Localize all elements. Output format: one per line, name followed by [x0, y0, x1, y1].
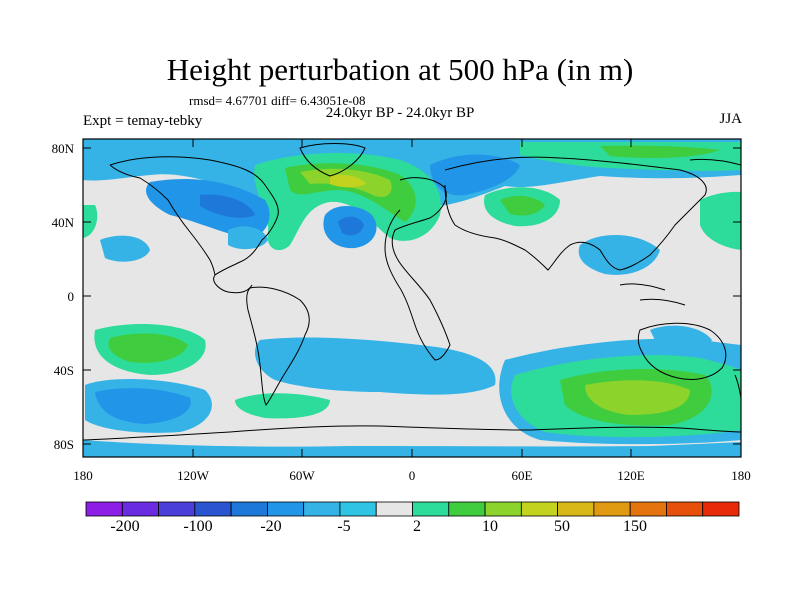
colorbar-box [593, 501, 631, 517]
colorbar-box [702, 501, 740, 517]
colorbar-box [520, 501, 559, 517]
contour-fills [83, 139, 741, 457]
map-title: Height perturbation at 500 hPa (in m) [166, 52, 634, 87]
colorbar-box [266, 501, 305, 517]
coast-siberia-east [689, 159, 741, 166]
colorbar-box [85, 501, 123, 517]
contour-pacific-cyan-2 [228, 226, 268, 250]
colorbar-label: -200 [110, 518, 140, 535]
season-label: JJA [719, 111, 742, 127]
colorbar-box [484, 501, 522, 517]
lon-label: 180 [73, 468, 93, 483]
stats-text: rmsd= 4.67701 diff= 6.43051e-08 [189, 93, 366, 108]
colorbar-box [448, 501, 486, 517]
colorbar-label: -5 [337, 518, 351, 535]
coast-greenland [299, 143, 366, 177]
axis-ticks [82, 139, 742, 457]
lat-label: 80S [53, 437, 74, 452]
colorbar-box [121, 501, 159, 517]
contour-south-atlantic-green [235, 393, 330, 419]
lat-label: 40N [51, 215, 74, 230]
contour-asia-lightgreen [500, 195, 545, 216]
lon-label: 120W [177, 468, 209, 483]
contour-south-indian-yellowgreen [585, 380, 690, 415]
contour-na-low-core [200, 194, 255, 218]
colorbar-box [412, 501, 450, 517]
colorbar-box [629, 501, 667, 517]
colorbar-box [339, 501, 377, 517]
contour-south-pacific-lightgreen [108, 333, 188, 363]
contour-pacific-east-green [700, 191, 741, 250]
coast-eurasia [444, 156, 707, 271]
colorbar-label: 2 [413, 518, 421, 535]
contour-north-east-lightgreen [600, 145, 720, 158]
lon-label: 0 [408, 468, 416, 483]
coast-north-america [109, 156, 279, 294]
colorbar [85, 501, 740, 517]
colorbar-label: 150 [623, 518, 647, 535]
contour-australia-cyan [650, 325, 712, 353]
lat-label: 80N [51, 141, 74, 156]
contour-antarctic-cyan [83, 440, 741, 457]
colorbar-label: -100 [183, 518, 213, 535]
contour-pacific-cyan [100, 235, 150, 262]
colorbar-box [230, 501, 268, 517]
colorbar-label: 50 [554, 518, 570, 535]
colorbar-box [666, 501, 704, 517]
colorbar-box [158, 501, 196, 517]
coastlines [83, 143, 741, 441]
colorbar-box [303, 501, 341, 517]
colorbar-label: 10 [482, 518, 498, 535]
lat-label: 40S [53, 363, 74, 378]
colorbar-box [194, 501, 232, 517]
coast-indonesia [619, 283, 686, 306]
contour-south-pacific-low-core [95, 388, 191, 424]
colorbar-box [375, 501, 413, 517]
colorbar-label: -20 [260, 518, 282, 535]
contour-eurasia-blue [430, 154, 520, 196]
contour-south-atlantic-cyan [255, 337, 496, 395]
period-text: 24.0kyr BP - 24.0kyr BP [325, 105, 475, 121]
contour-atlantic-core [330, 174, 366, 188]
experiment-label: Expt = temay-tebky [83, 113, 203, 129]
lon-label: 180 [731, 468, 751, 483]
lon-label: 60W [289, 468, 315, 483]
lon-label: 60E [511, 468, 533, 483]
lon-label: 120E [617, 468, 645, 483]
contour-eastasia-cyan [578, 234, 660, 275]
colorbar-box [557, 501, 595, 517]
coast-antarctica [83, 425, 741, 441]
coast-south-america [246, 286, 310, 406]
contour-atlantic-low-core [338, 216, 364, 236]
lat-label: 0 [67, 289, 75, 304]
coast-australia [637, 322, 727, 381]
coast-africa-europe [384, 177, 451, 361]
